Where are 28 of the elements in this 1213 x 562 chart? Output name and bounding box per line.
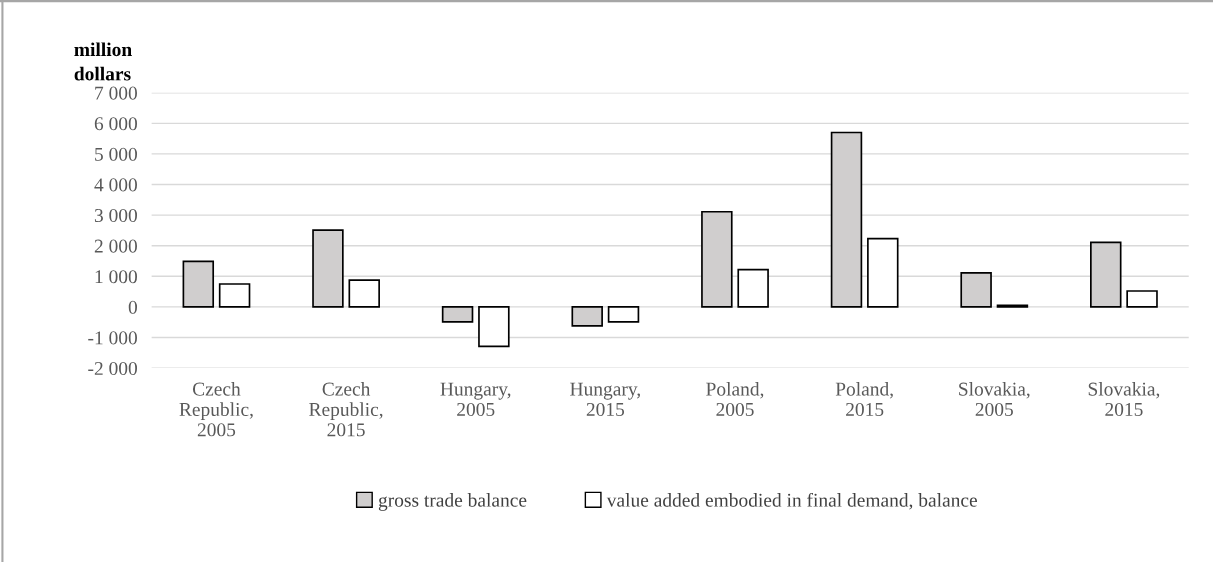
y-tick-label: 4 000 [94,178,137,192]
x-tick-label: Czech Republic, 2005 [179,382,253,437]
bar [607,306,640,323]
bar [348,279,380,308]
bar [218,283,251,308]
bar [1126,290,1158,308]
x-tick-label: Czech Republic, 2015 [309,382,383,437]
y-tick-label: 5 000 [95,147,137,161]
y-axis-title: million dollars [74,42,132,81]
x-tick-label: Poland, 2015 [835,382,893,417]
y-tick-label: -2 000 [88,361,137,376]
y-tick-label: 7 000 [95,86,137,100]
bar [737,268,769,308]
y-tick-label: 1 000 [95,270,137,284]
y-tick-label: 6 000 [94,117,137,131]
x-tick-label: Hungary, 2015 [570,382,640,417]
y-tick-label: -1 000 [88,331,137,345]
legend-label: gross trade balance [378,493,527,511]
x-tick-label: Slovakia, 2015 [1088,382,1160,417]
x-tick-label: Hungary, 2005 [440,382,511,417]
x-tick-label: Slovakia, 2005 [959,382,1030,417]
legend-label: value added embodied in final demand, balance [606,492,977,510]
x-tick-label: Poland, 2005 [706,382,764,417]
y-tick-label: 3 000 [94,208,137,223]
bar [867,237,899,308]
bar [478,306,510,348]
y-tick-label: 0 [128,300,137,314]
y-tick-label: 2 000 [94,239,137,253]
